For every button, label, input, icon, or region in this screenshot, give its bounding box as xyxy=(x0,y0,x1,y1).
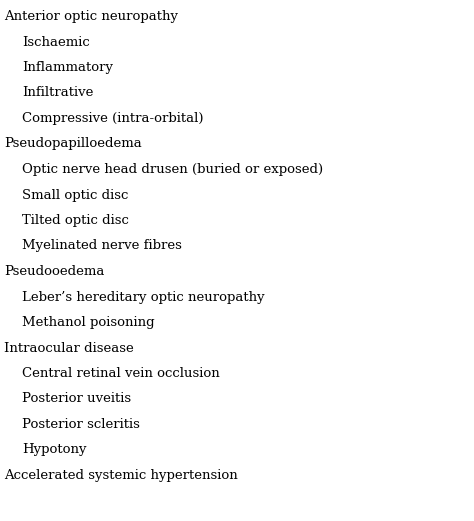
Text: Methanol poisoning: Methanol poisoning xyxy=(22,316,155,329)
Text: Ischaemic: Ischaemic xyxy=(22,35,90,48)
Text: Hypotony: Hypotony xyxy=(22,443,86,456)
Text: Pseudopapilloedema: Pseudopapilloedema xyxy=(4,138,142,151)
Text: Compressive (intra-orbital): Compressive (intra-orbital) xyxy=(22,112,203,125)
Text: Posterior uveitis: Posterior uveitis xyxy=(22,392,131,405)
Text: Inflammatory: Inflammatory xyxy=(22,61,113,74)
Text: Small optic disc: Small optic disc xyxy=(22,189,128,202)
Text: Central retinal vein occlusion: Central retinal vein occlusion xyxy=(22,367,220,380)
Text: Anterior optic neuropathy: Anterior optic neuropathy xyxy=(4,10,178,23)
Text: Intraocular disease: Intraocular disease xyxy=(4,341,134,354)
Text: Accelerated systemic hypertension: Accelerated systemic hypertension xyxy=(4,469,238,482)
Text: Pseudooedema: Pseudooedema xyxy=(4,265,104,278)
Text: Myelinated nerve fibres: Myelinated nerve fibres xyxy=(22,240,182,253)
Text: Leber’s hereditary optic neuropathy: Leber’s hereditary optic neuropathy xyxy=(22,291,264,304)
Text: Posterior scleritis: Posterior scleritis xyxy=(22,418,140,431)
Text: Infiltrative: Infiltrative xyxy=(22,86,93,100)
Text: Tilted optic disc: Tilted optic disc xyxy=(22,214,129,227)
Text: Optic nerve head drusen (buried or exposed): Optic nerve head drusen (buried or expos… xyxy=(22,163,323,176)
